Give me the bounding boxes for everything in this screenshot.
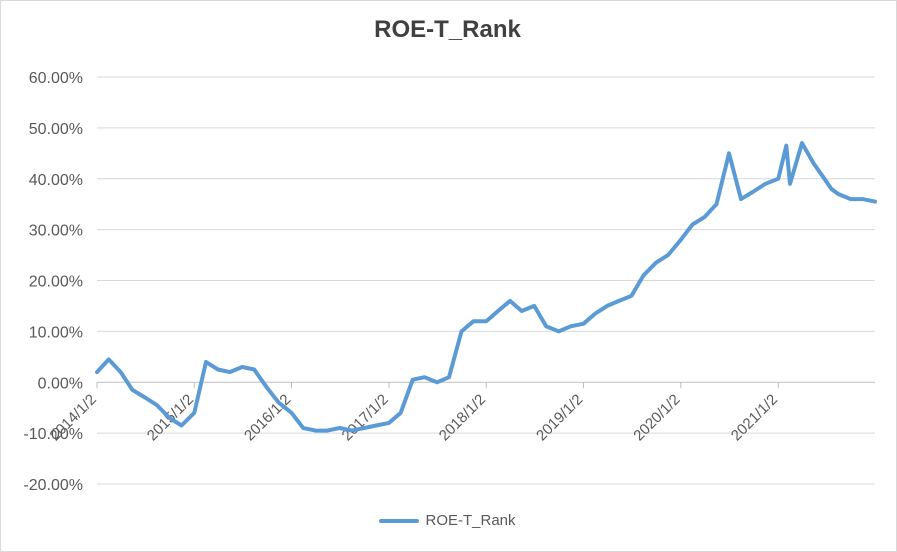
x-tick-label: 2018/1/2 — [436, 391, 489, 444]
x-axis-ticks: 2014/1/2 2015/1/2 2016/1/2 2017/1/2 2018/1/2… — [47, 382, 781, 444]
y-axis-ticks: -20.00% -10.00% 0.00% 10.00% 20.00% 30.00% 40.… — [23, 70, 83, 494]
x-tick-label: 2020/1/2 — [630, 391, 683, 444]
legend-label: ROE-T_Rank — [425, 512, 516, 529]
legend: ROE-T_Rank — [0, 512, 895, 529]
y-tick-label: -10.00% — [23, 426, 83, 443]
x-tick-label: 2019/1/2 — [533, 391, 586, 444]
y-tick-label: 20.00% — [29, 274, 83, 291]
x-tick-label: 2021/1/2 — [728, 391, 781, 444]
y-tick-label: -20.00% — [23, 477, 83, 494]
y-tick-label: 40.00% — [29, 172, 83, 189]
series-line — [95, 141, 877, 433]
y-tick-label: 0.00% — [38, 375, 83, 392]
chart-title: ROE-T_Rank — [374, 16, 521, 43]
y-tick-label: 60.00% — [29, 70, 83, 87]
series-layer — [95, 141, 877, 433]
y-tick-label: 30.00% — [29, 223, 83, 240]
x-tick-label: 2017/1/2 — [339, 391, 392, 444]
legend-swatch — [379, 519, 420, 524]
x-tick-label: 2016/1/2 — [241, 391, 294, 444]
y-tick-label: 50.00% — [29, 121, 83, 138]
y-tick-label: 10.00% — [29, 324, 83, 341]
